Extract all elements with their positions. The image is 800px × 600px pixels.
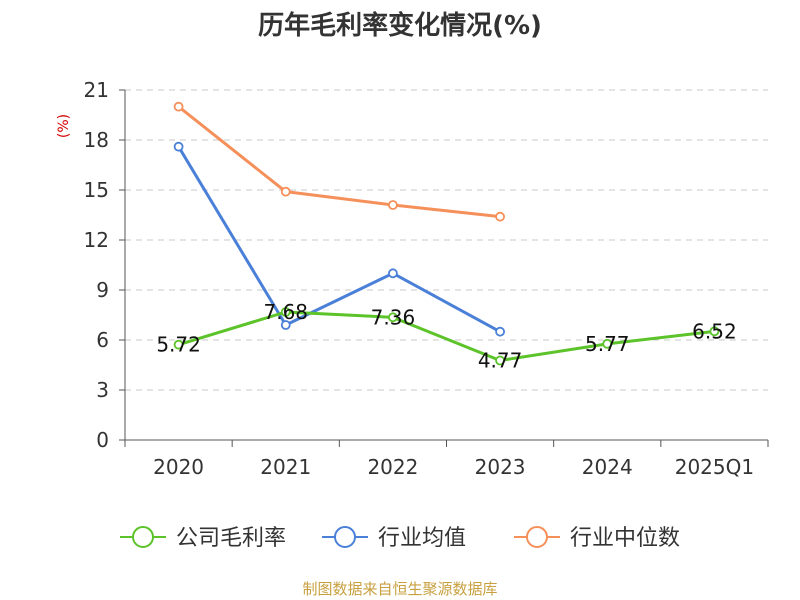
series-point-1-2[interactable]: [388, 268, 398, 279]
y-tick-label-15: 15: [84, 178, 109, 202]
series-0: [173, 307, 720, 366]
data-label-4: 5.77: [585, 332, 630, 356]
y-tick-label-6: 6: [96, 328, 109, 352]
series-point-0-1[interactable]: [280, 307, 291, 317]
series-1: [173, 141, 505, 337]
series-point-0-0[interactable]: [173, 339, 184, 350]
x-tick-label-2022: 2022: [367, 455, 418, 479]
x-tick-label-2024: 2024: [582, 455, 633, 479]
legend-label-2: 行业中位数: [570, 526, 680, 551]
x-tick-label-2023: 2023: [475, 455, 526, 479]
series-point-2-0[interactable]: [173, 101, 184, 112]
series-point-1-0[interactable]: [173, 141, 184, 152]
legend-label-1: 行业均值: [378, 526, 466, 551]
data-label-3: 4.77: [478, 349, 523, 373]
axes: 0 3 6 9 12 15 18 21 2020 2021 2022 2023 2024 2025Q1: [84, 78, 769, 479]
chart-title: 历年毛利率变化情况(%): [258, 10, 542, 41]
data-labels: 5.72 7.68 7.36 4.77 5.77 6.52: [156, 300, 736, 373]
data-label-0: 5.72: [156, 333, 201, 357]
series-point-2-2[interactable]: [388, 200, 398, 210]
series-point-0-3[interactable]: [495, 355, 505, 366]
legend-swatch-marker-1: [334, 526, 356, 548]
y-axis-label: (%): [56, 114, 72, 138]
data-label-5: 6.52: [692, 319, 737, 343]
y-tick-label-3: 3: [96, 378, 109, 402]
y-tick-label-0: 0: [96, 428, 109, 452]
source-note: 制图数据来自恒生聚源数据库: [302, 580, 497, 598]
series-2: [173, 101, 505, 222]
series-point-0-5[interactable]: [709, 326, 720, 337]
grid: [125, 89, 768, 391]
x-tick-label-2025Q1: 2025Q1: [675, 455, 754, 479]
series-point-0-2[interactable]: [388, 312, 398, 323]
series-line-0: [178, 310, 715, 362]
series-point-1-1[interactable]: [280, 320, 291, 330]
series-point-2-3[interactable]: [495, 211, 505, 222]
data-label-2: 7.36: [371, 305, 416, 329]
legend-swatch-marker-2: [526, 526, 548, 548]
y-tick-label-9: 9: [96, 278, 109, 302]
x-tick-label-2021: 2021: [260, 455, 311, 479]
legend-label-0: 公司毛利率: [176, 526, 286, 551]
legend-item-0[interactable]: 公司毛利率: [120, 526, 286, 551]
legend-swatch-marker-0: [132, 526, 154, 548]
x-tick-label-2020: 2020: [153, 455, 204, 479]
series-point-0-4[interactable]: [602, 338, 613, 349]
series-point-2-1[interactable]: [280, 186, 291, 197]
y-tick-label-12: 12: [84, 228, 109, 252]
data-label-1: 7.68: [263, 300, 308, 324]
series-group: 5.72 7.68 7.36 4.77 5.77 6.52: [156, 101, 737, 373]
y-tick-label-18: 18: [84, 128, 109, 152]
y-tick-label-21: 21: [84, 78, 109, 102]
legend-item-2[interactable]: 行业中位数: [514, 526, 680, 551]
series-point-1-3[interactable]: [495, 326, 505, 337]
legend-item-1[interactable]: 行业均值: [322, 526, 466, 551]
series-line-1: [177, 145, 501, 333]
series-line-2: [177, 105, 501, 219]
legend[interactable]: 公司毛利率 行业均值 行业中位数: [120, 526, 680, 551]
